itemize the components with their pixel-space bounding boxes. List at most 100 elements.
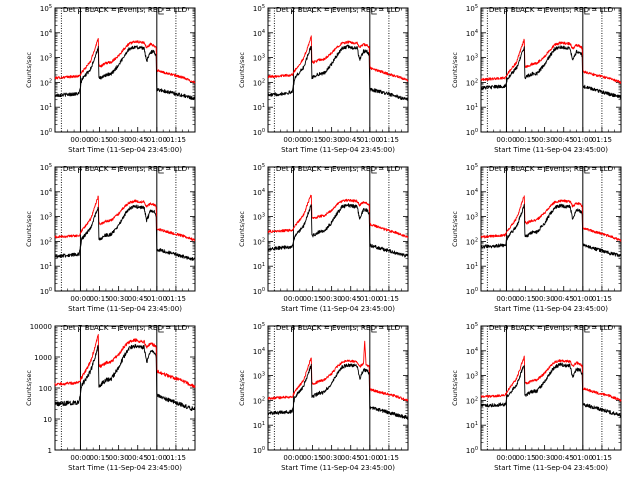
series-line-lld [480, 38, 622, 84]
chart-panel-2: 10010110210310410500:0000:1500:3000:4501… [238, 4, 409, 154]
y-tick-label: 102 [253, 78, 265, 87]
chart-title: Det 6 BLACK = Events, RED = LLD [489, 164, 614, 173]
y-tick-label: 1 [48, 447, 52, 455]
y-axis-label: Counts/sec [238, 211, 246, 247]
series-line-events [267, 203, 409, 259]
y-tick-label: 105 [466, 4, 478, 13]
x-tick-label: 01:00 [147, 295, 167, 303]
chart-title: Det 7 BLACK = Events, RED = LLD [63, 323, 188, 332]
x-tick-label: 01:15 [166, 295, 186, 303]
x-tick-label: 00:00 [283, 136, 303, 144]
y-tick-label: 104 [40, 188, 52, 197]
x-tick-label: 01:00 [360, 454, 380, 462]
y-axis-label: Counts/sec [25, 211, 33, 247]
x-tick-label: 01:00 [360, 136, 380, 144]
y-tick-label: 10 [43, 416, 52, 424]
chart-panel-8: 10010110210310410500:0000:1500:3000:4501… [238, 322, 409, 472]
x-axis-label: Start Time (11-Sep-04 23:45:00) [281, 146, 395, 154]
chart-title: Det 2 BLACK = Events, RED = LLD [276, 5, 401, 14]
x-tick-label: 00:45 [128, 295, 148, 303]
x-tick-label: 00:45 [554, 136, 574, 144]
x-tick-label: 00:15 [302, 295, 322, 303]
y-tick-label: 104 [466, 347, 478, 356]
y-tick-label: 100 [253, 128, 265, 137]
x-tick-label: 01:00 [360, 295, 380, 303]
x-tick-label: 01:15 [379, 454, 399, 462]
y-tick-label: 100 [466, 446, 478, 455]
x-tick-label: 00:00 [70, 136, 90, 144]
chart-title: Det 8 BLACK = Events, RED = LLD [276, 323, 401, 332]
chart-panel-9: 10010110210310410500:0000:1500:3000:4501… [451, 322, 622, 472]
interval-marker [371, 168, 377, 174]
x-tick-label: 01:15 [379, 295, 399, 303]
series-line-lld [480, 195, 622, 242]
series-line-events [480, 45, 622, 99]
series-line-lld [54, 38, 196, 84]
series-line-lld [267, 340, 409, 402]
y-axis-label: Counts/sec [238, 52, 246, 88]
y-tick-label: 102 [253, 396, 265, 405]
y-tick-label: 104 [40, 29, 52, 38]
x-axis-label: Start Time (11-Sep-04 23:45:00) [494, 146, 608, 154]
x-tick-label: 00:00 [496, 136, 516, 144]
y-tick-label: 105 [253, 4, 265, 13]
y-tick-label: 104 [253, 29, 265, 38]
x-tick-label: 00:30 [109, 295, 129, 303]
y-tick-label: 102 [466, 396, 478, 405]
x-tick-label: 00:30 [322, 454, 342, 462]
x-axis-label: Start Time (11-Sep-04 23:45:00) [68, 464, 182, 472]
plot-frame [267, 325, 409, 451]
y-axis-label: Counts/sec [451, 52, 459, 88]
x-tick-label: 01:15 [166, 454, 186, 462]
x-tick-label: 00:00 [70, 295, 90, 303]
y-axis-label: Counts/sec [25, 52, 33, 88]
series-line-lld [54, 333, 196, 389]
interval-marker [584, 9, 590, 15]
series-line-lld [54, 195, 196, 242]
plot-frame [480, 166, 622, 292]
x-tick-label: 00:15 [89, 295, 109, 303]
x-tick-label: 00:00 [283, 295, 303, 303]
interval-marker [584, 327, 590, 333]
series-line-events [480, 362, 622, 418]
interval-marker [158, 9, 164, 15]
series-line-events [480, 203, 622, 258]
x-tick-label: 00:30 [109, 454, 129, 462]
y-tick-label: 103 [40, 54, 52, 63]
y-tick-label: 104 [466, 188, 478, 197]
y-tick-label: 103 [253, 372, 265, 381]
x-tick-label: 01:15 [166, 136, 186, 144]
y-tick-label: 100 [40, 128, 52, 137]
x-tick-label: 00:00 [496, 454, 516, 462]
y-tick-label: 101 [253, 421, 265, 430]
interval-marker [371, 9, 377, 15]
y-axis-label: Counts/sec [25, 370, 33, 406]
y-tick-label: 104 [253, 347, 265, 356]
x-tick-label: 01:00 [573, 136, 593, 144]
y-tick-label: 1000 [34, 354, 52, 362]
y-tick-label: 102 [40, 78, 52, 87]
series-line-lld [267, 194, 409, 239]
y-tick-label: 103 [466, 213, 478, 222]
x-tick-label: 01:00 [147, 454, 167, 462]
y-tick-label: 103 [253, 54, 265, 63]
y-tick-label: 10000 [30, 323, 52, 331]
chart-panel-6: 10010110210310410500:0000:1500:3000:4501… [451, 163, 622, 313]
x-tick-label: 00:45 [128, 136, 148, 144]
x-tick-label: 01:15 [592, 136, 612, 144]
x-axis-label: Start Time (11-Sep-04 23:45:00) [494, 464, 608, 472]
y-tick-label: 100 [466, 128, 478, 137]
x-tick-label: 01:15 [592, 454, 612, 462]
y-tick-label: 104 [466, 29, 478, 38]
x-tick-label: 01:15 [592, 295, 612, 303]
x-axis-label: Start Time (11-Sep-04 23:45:00) [68, 146, 182, 154]
y-tick-label: 101 [40, 262, 52, 271]
chart-title: Det 5 BLACK = Events, RED = LLD [276, 164, 401, 173]
interval-marker [158, 168, 164, 174]
chart-title: Det 4 BLACK = Events, RED = LLD [63, 164, 188, 173]
x-tick-label: 00:30 [535, 136, 555, 144]
x-tick-label: 01:00 [573, 295, 593, 303]
y-tick-label: 102 [466, 237, 478, 246]
y-tick-label: 102 [40, 237, 52, 246]
